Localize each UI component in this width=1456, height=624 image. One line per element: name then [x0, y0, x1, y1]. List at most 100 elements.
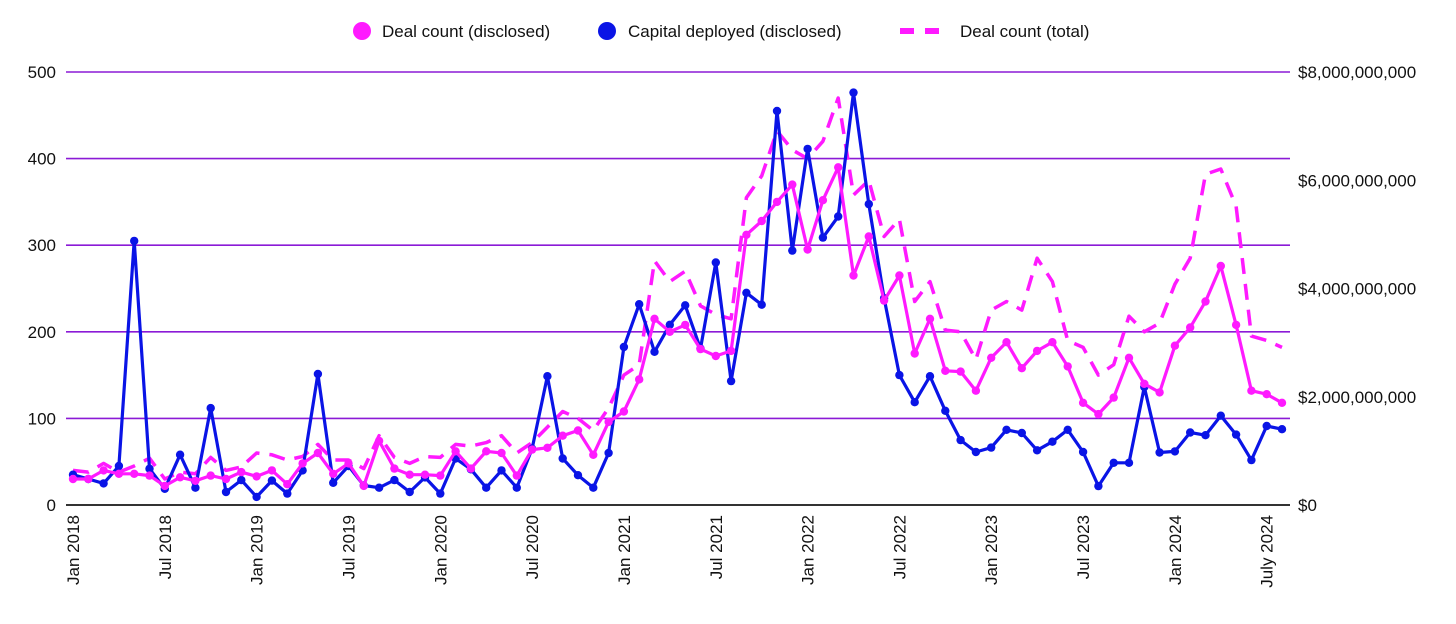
data-point-capital-deployed-disclosed — [1247, 455, 1256, 465]
data-point-deal-count-disclosed — [283, 480, 292, 489]
data-point-capital-deployed-disclosed — [788, 246, 797, 255]
data-point-deal-count-disclosed — [619, 407, 629, 416]
data-point-deal-count-disclosed — [359, 481, 368, 491]
data-point-capital-deployed-disclosed — [283, 489, 292, 498]
data-point-deal-count-disclosed — [313, 448, 323, 458]
y-tick-label: 200 — [28, 323, 56, 342]
y-tick-label: 100 — [28, 409, 56, 428]
data-point-deal-count-disclosed — [374, 436, 384, 446]
data-point-deal-count-disclosed — [1216, 261, 1226, 271]
data-point-capital-deployed-disclosed — [849, 88, 858, 97]
data-point-capital-deployed-disclosed — [772, 106, 782, 116]
legend-item-capital-deployed[interactable]: Capital deployed (disclosed) — [598, 22, 842, 41]
legend-item-deal-count-total[interactable]: Deal count (total) — [900, 22, 1089, 41]
y2-tick-label: $6,000,000,000 — [1298, 171, 1416, 190]
y2-tick-label: $8,000,000,000 — [1298, 63, 1416, 82]
data-point-deal-count-disclosed — [527, 445, 537, 454]
data-point-deal-count-disclosed — [1124, 353, 1134, 362]
data-point-capital-deployed-disclosed — [895, 370, 904, 380]
data-point-capital-deployed-disclosed — [130, 236, 139, 246]
data-point-deal-count-disclosed — [925, 314, 935, 323]
x-tick-label: July 2024 — [1258, 515, 1277, 588]
data-point-capital-deployed-disclosed — [558, 454, 567, 463]
data-point-capital-deployed-disclosed — [1186, 428, 1195, 437]
data-point-capital-deployed-disclosed — [818, 233, 828, 242]
data-point-deal-count-disclosed — [1002, 338, 1011, 347]
data-point-capital-deployed-disclosed — [589, 483, 598, 492]
data-point-deal-count-disclosed — [788, 180, 797, 189]
data-point-deal-count-disclosed — [1170, 341, 1180, 350]
legend-label-deal-count-disclosed: Deal count (disclosed) — [382, 22, 550, 41]
legend-item-deal-count-disclosed[interactable]: Deal count (disclosed) — [353, 22, 550, 41]
data-point-capital-deployed-disclosed — [405, 487, 414, 497]
data-point-deal-count-disclosed — [175, 473, 185, 482]
data-point-deal-count-disclosed — [818, 196, 828, 205]
x-tick-label: Jan 2023 — [982, 515, 1001, 585]
gridlines — [66, 71, 1290, 506]
legend-label-deal-count-total: Deal count (total) — [960, 22, 1089, 41]
data-point-capital-deployed-disclosed — [1124, 458, 1134, 467]
data-point-deal-count-disclosed — [221, 474, 231, 484]
data-point-deal-count-disclosed — [803, 245, 812, 254]
data-point-deal-count-disclosed — [757, 216, 766, 226]
data-point-capital-deployed-disclosed — [436, 489, 445, 498]
data-point-deal-count-disclosed — [589, 450, 598, 459]
y-tick-label: 400 — [28, 150, 56, 169]
data-point-capital-deployed-disclosed — [1078, 447, 1088, 457]
x-tick-label: Jul 2022 — [890, 515, 909, 579]
data-point-deal-count-disclosed — [635, 375, 644, 384]
data-point-deal-count-disclosed — [145, 471, 154, 480]
data-point-capital-deployed-disclosed — [956, 435, 965, 445]
x-tick-label: Jul 2023 — [1074, 515, 1093, 579]
data-point-capital-deployed-disclosed — [543, 372, 552, 381]
data-point-deal-count-disclosed — [1017, 364, 1026, 373]
data-point-deal-count-disclosed — [329, 469, 338, 478]
data-point-capital-deployed-disclosed — [145, 464, 154, 473]
legend-marker-dash-1 — [900, 28, 914, 34]
data-point-capital-deployed-disclosed — [221, 487, 231, 497]
data-point-capital-deployed-disclosed — [1063, 425, 1072, 434]
data-point-deal-count-disclosed — [420, 470, 430, 479]
legend: Deal count (disclosed) Capital deployed … — [353, 22, 1089, 41]
data-point-capital-deployed-disclosed — [1216, 411, 1226, 420]
data-point-capital-deployed-disclosed — [757, 300, 766, 309]
x-tick-label: Jan 2022 — [799, 515, 818, 585]
data-point-capital-deployed-disclosed — [390, 475, 399, 485]
data-point-capital-deployed-disclosed — [99, 479, 108, 488]
data-point-capital-deployed-disclosed — [650, 347, 659, 356]
y-tick-label: 300 — [28, 236, 56, 255]
data-point-capital-deployed-disclosed — [329, 478, 338, 487]
data-point-deal-count-disclosed — [451, 447, 460, 456]
data-point-capital-deployed-disclosed — [1201, 431, 1210, 440]
data-point-deal-count-disclosed — [956, 367, 965, 376]
data-point-deal-count-disclosed — [1155, 388, 1164, 397]
data-point-deal-count-disclosed — [99, 466, 108, 475]
data-point-capital-deployed-disclosed — [1155, 448, 1164, 457]
data-point-capital-deployed-disclosed — [206, 403, 215, 413]
x-tick-label: Jul 2020 — [523, 515, 542, 579]
data-point-deal-count-disclosed — [558, 431, 567, 440]
data-point-deal-count-disclosed — [1032, 346, 1042, 356]
data-point-deal-count-disclosed — [252, 472, 261, 481]
legend-marker-deal-count-disclosed — [353, 22, 371, 40]
data-point-deal-count-disclosed — [1048, 338, 1057, 347]
x-axis: Jan 2018 Jul 2018 Jan 2019 Jul 2019 Jan 2020… — [64, 515, 1277, 588]
data-point-deal-count-disclosed — [1231, 320, 1241, 330]
data-point-deal-count-disclosed — [497, 448, 506, 458]
x-tick-label: Jul 2018 — [156, 515, 175, 579]
data-point-deal-count-disclosed — [405, 470, 414, 479]
data-point-deal-count-disclosed — [849, 271, 858, 280]
legend-marker-capital-deployed — [598, 22, 616, 40]
data-point-capital-deployed-disclosed — [1109, 458, 1118, 467]
data-point-deal-count-disclosed — [1094, 409, 1103, 419]
data-point-capital-deployed-disclosed — [252, 492, 261, 502]
x-tick-label: Jan 2018 — [64, 515, 83, 585]
data-point-deal-count-disclosed — [1277, 398, 1287, 407]
x-tick-label: Jan 2021 — [615, 515, 634, 585]
data-point-deal-count-disclosed — [1063, 362, 1072, 371]
data-point-deal-count-disclosed — [1078, 398, 1088, 407]
legend-label-capital-deployed: Capital deployed (disclosed) — [628, 22, 842, 41]
data-point-deal-count-disclosed — [573, 426, 583, 435]
x-tick-label: Jan 2019 — [248, 515, 267, 585]
